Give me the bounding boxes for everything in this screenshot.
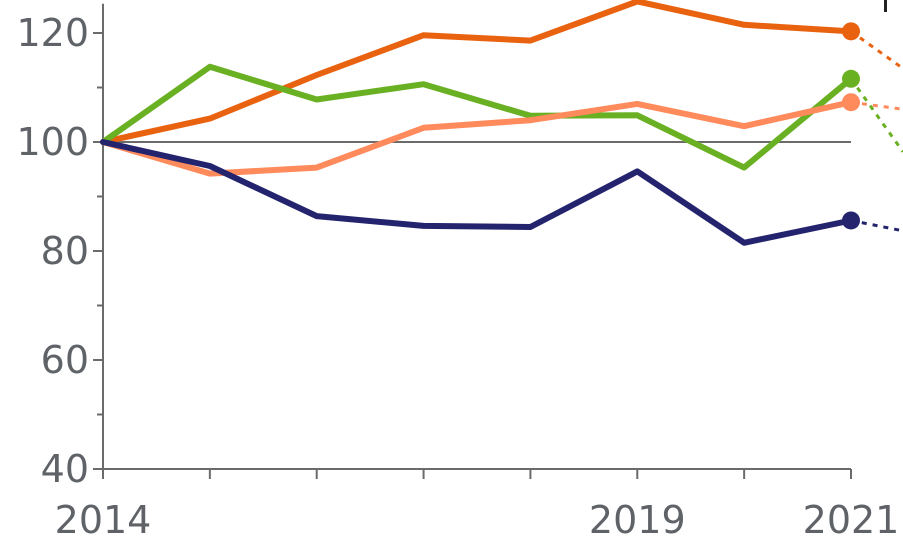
- x-tick-label: 2021: [803, 498, 900, 538]
- y-tick-label: 60: [41, 338, 89, 382]
- series-end-points: [842, 22, 860, 230]
- series-end-point-2: [842, 69, 860, 88]
- x-tick-label: 2019: [589, 498, 686, 538]
- projection-lines: [849, 30, 903, 233]
- y-tick-label: 80: [41, 229, 89, 273]
- projection-line-4: [850, 219, 903, 233]
- series-end-point-1: [842, 22, 860, 41]
- projection-line-1: [850, 30, 903, 70]
- series-end-point-4: [842, 211, 860, 230]
- y-tick-label: 100: [16, 120, 89, 164]
- series-lines: [100, 0, 854, 246]
- y-tick-label: 40: [41, 447, 89, 491]
- series-end-point-3: [842, 93, 860, 112]
- series-line-1: [100, 0, 854, 145]
- y-axis: [93, 3, 852, 479]
- x-tick-label: 2014: [55, 498, 152, 538]
- y-tick-label: 120: [16, 11, 89, 55]
- legend-edge-mark: [884, 0, 887, 12]
- projection-line-2: [849, 77, 903, 153]
- series-line-2: [100, 63, 854, 171]
- projection-line-3: [850, 100, 903, 111]
- tick-labels: 40 60 80 100 120 2014 2019 2021: [16, 11, 899, 538]
- series-line-4: [100, 139, 854, 246]
